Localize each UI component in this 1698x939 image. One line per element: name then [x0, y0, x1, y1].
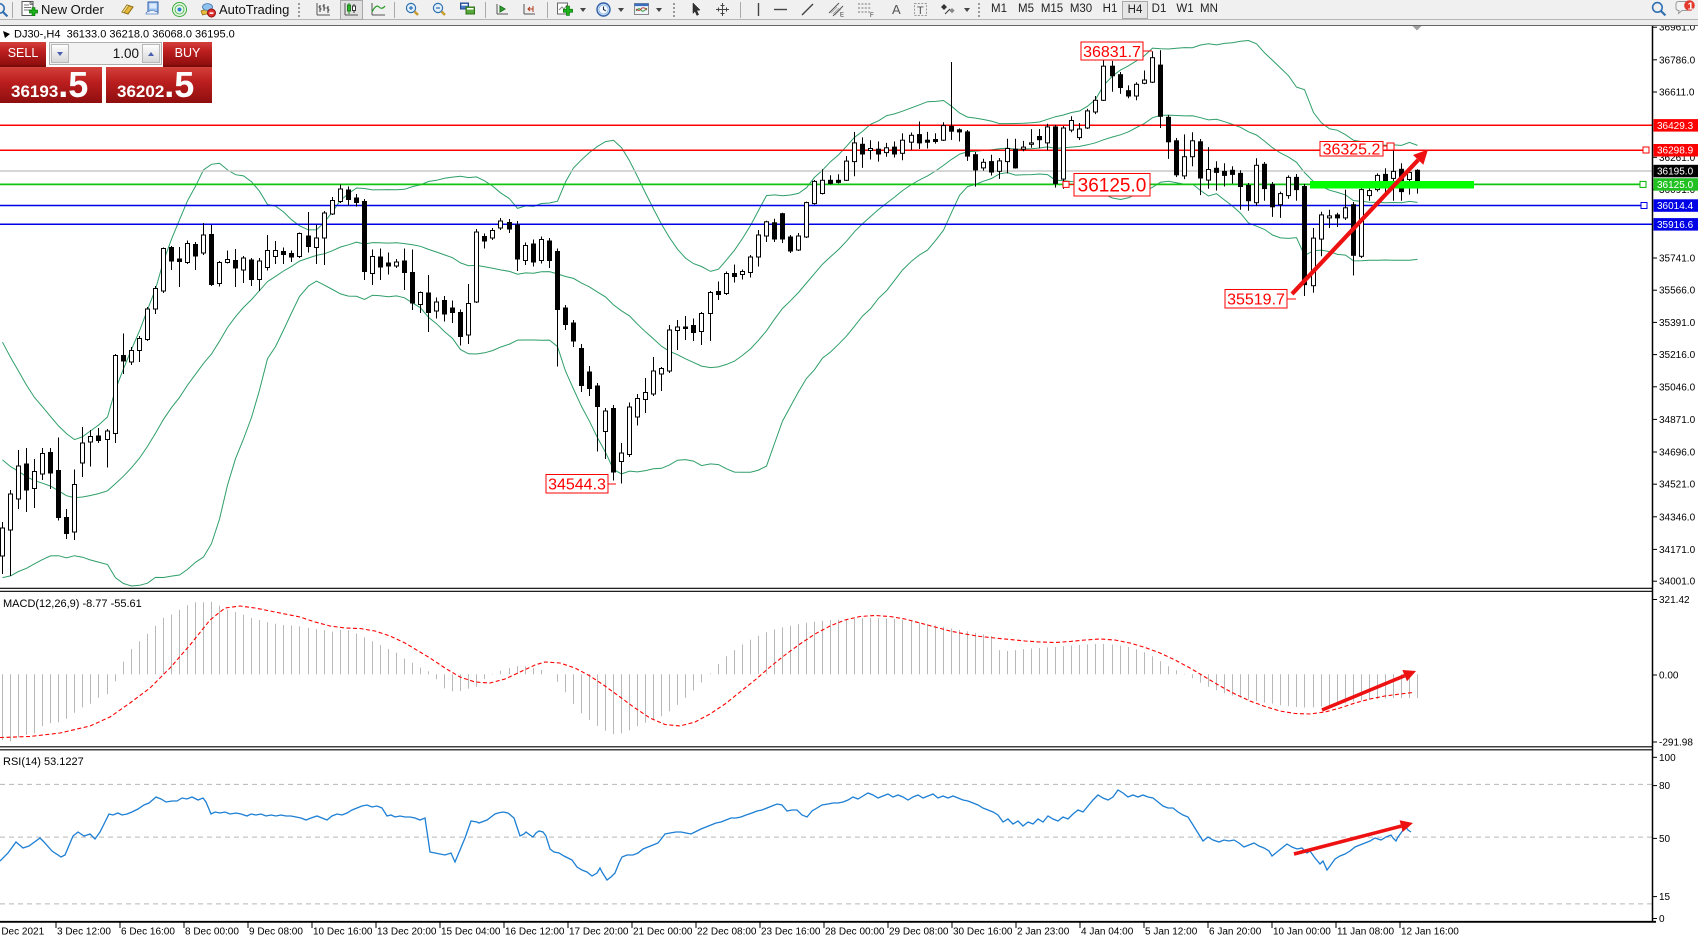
- svg-text:0: 0: [1659, 914, 1665, 925]
- svg-text:36325.2: 36325.2: [1323, 142, 1381, 159]
- svg-text:6 Dec 16:00: 6 Dec 16:00: [121, 927, 175, 938]
- svg-text:5 Jan 12:00: 5 Jan 12:00: [1145, 927, 1198, 938]
- svg-text:36195.0: 36195.0: [1657, 167, 1694, 178]
- svg-text:35046.0: 35046.0: [1659, 382, 1696, 393]
- svg-text:34346.0: 34346.0: [1659, 512, 1696, 523]
- svg-text:35741.0: 35741.0: [1659, 254, 1696, 265]
- svg-text:35916.6: 35916.6: [1657, 220, 1694, 231]
- svg-text:1: 1: [1688, 0, 1694, 12]
- svg-text:8 Dec 00:00: 8 Dec 00:00: [185, 927, 239, 938]
- svg-text:36611.0: 36611.0: [1659, 88, 1695, 99]
- svg-text:21 Dec 00:00: 21 Dec 00:00: [633, 927, 693, 938]
- svg-text:15 Dec 04:00: 15 Dec 04:00: [441, 927, 501, 938]
- svg-text:15: 15: [1659, 892, 1671, 903]
- svg-text:12 Jan 16:00: 12 Jan 16:00: [1401, 927, 1459, 938]
- svg-text:36961.0: 36961.0: [1659, 23, 1696, 34]
- svg-text:23 Dec 16:00: 23 Dec 16:00: [761, 927, 821, 938]
- svg-text:17 Dec 20:00: 17 Dec 20:00: [569, 927, 629, 938]
- svg-text:11 Jan 08:00: 11 Jan 08:00: [1337, 927, 1395, 938]
- svg-text:36125.0: 36125.0: [1657, 180, 1694, 191]
- svg-text:30 Dec 16:00: 30 Dec 16:00: [953, 927, 1013, 938]
- svg-text:2 Dec 2021: 2 Dec 2021: [0, 927, 45, 938]
- svg-text:50: 50: [1659, 834, 1671, 845]
- svg-text:13 Dec 20:00: 13 Dec 20:00: [377, 927, 437, 938]
- svg-text:34171.0: 34171.0: [1659, 545, 1696, 556]
- svg-text:10 Jan 00:00: 10 Jan 00:00: [1273, 927, 1331, 938]
- svg-text:34521.0: 34521.0: [1659, 480, 1696, 491]
- svg-text:36429.3: 36429.3: [1657, 121, 1694, 132]
- svg-text:RSI(14) 53.1227: RSI(14) 53.1227: [3, 756, 84, 768]
- svg-text:0.00: 0.00: [1659, 671, 1679, 682]
- svg-text:4 Jan 04:00: 4 Jan 04:00: [1081, 927, 1134, 938]
- svg-text:28 Dec 00:00: 28 Dec 00:00: [825, 927, 885, 938]
- svg-text:T: T: [917, 5, 924, 17]
- svg-text:A: A: [892, 2, 901, 17]
- svg-text:MACD(12,26,9) -8.77 -55.61: MACD(12,26,9) -8.77 -55.61: [3, 598, 142, 610]
- svg-text:29 Dec 08:00: 29 Dec 08:00: [889, 927, 949, 938]
- svg-text:16 Dec 12:00: 16 Dec 12:00: [505, 927, 565, 938]
- svg-text:36261.0: 36261.0: [1659, 153, 1696, 164]
- svg-text:DJ30-,H4 36133.0 36218.0 3606: DJ30-,H4 36133.0 36218.0 36068.0 36195.0: [14, 29, 235, 41]
- svg-text:35391.0: 35391.0: [1659, 318, 1696, 329]
- svg-text:321.42: 321.42: [1659, 595, 1690, 606]
- svg-text:80: 80: [1659, 781, 1671, 792]
- svg-text:36125.0: 36125.0: [1078, 176, 1147, 197]
- svg-text:34544.3: 34544.3: [548, 477, 606, 494]
- svg-text:-291.98: -291.98: [1659, 738, 1693, 749]
- svg-text:35216.0: 35216.0: [1659, 350, 1696, 361]
- svg-text:F: F: [870, 13, 874, 18]
- svg-text:34001.0: 34001.0: [1659, 577, 1696, 588]
- svg-text:22 Dec 08:00: 22 Dec 08:00: [697, 927, 757, 938]
- svg-text:36786.0: 36786.0: [1659, 55, 1696, 66]
- svg-text:35519.7: 35519.7: [1227, 292, 1285, 309]
- svg-text:9 Dec 08:00: 9 Dec 08:00: [249, 927, 303, 938]
- svg-text:10 Dec 16:00: 10 Dec 16:00: [313, 927, 373, 938]
- svg-text:6 Jan 20:00: 6 Jan 20:00: [1209, 927, 1262, 938]
- svg-text:36831.7: 36831.7: [1083, 44, 1141, 61]
- svg-text:2 Jan 23:00: 2 Jan 23:00: [1017, 927, 1070, 938]
- svg-text:E: E: [840, 13, 844, 19]
- svg-text:3 Dec 12:00: 3 Dec 12:00: [57, 927, 111, 938]
- svg-text:100: 100: [1659, 753, 1676, 764]
- svg-text:35566.0: 35566.0: [1659, 286, 1696, 297]
- svg-text:36014.4: 36014.4: [1657, 201, 1694, 212]
- svg-text:34871.0: 34871.0: [1659, 415, 1696, 426]
- svg-text:36298.9: 36298.9: [1657, 146, 1694, 157]
- svg-text:34696.0: 34696.0: [1659, 448, 1696, 459]
